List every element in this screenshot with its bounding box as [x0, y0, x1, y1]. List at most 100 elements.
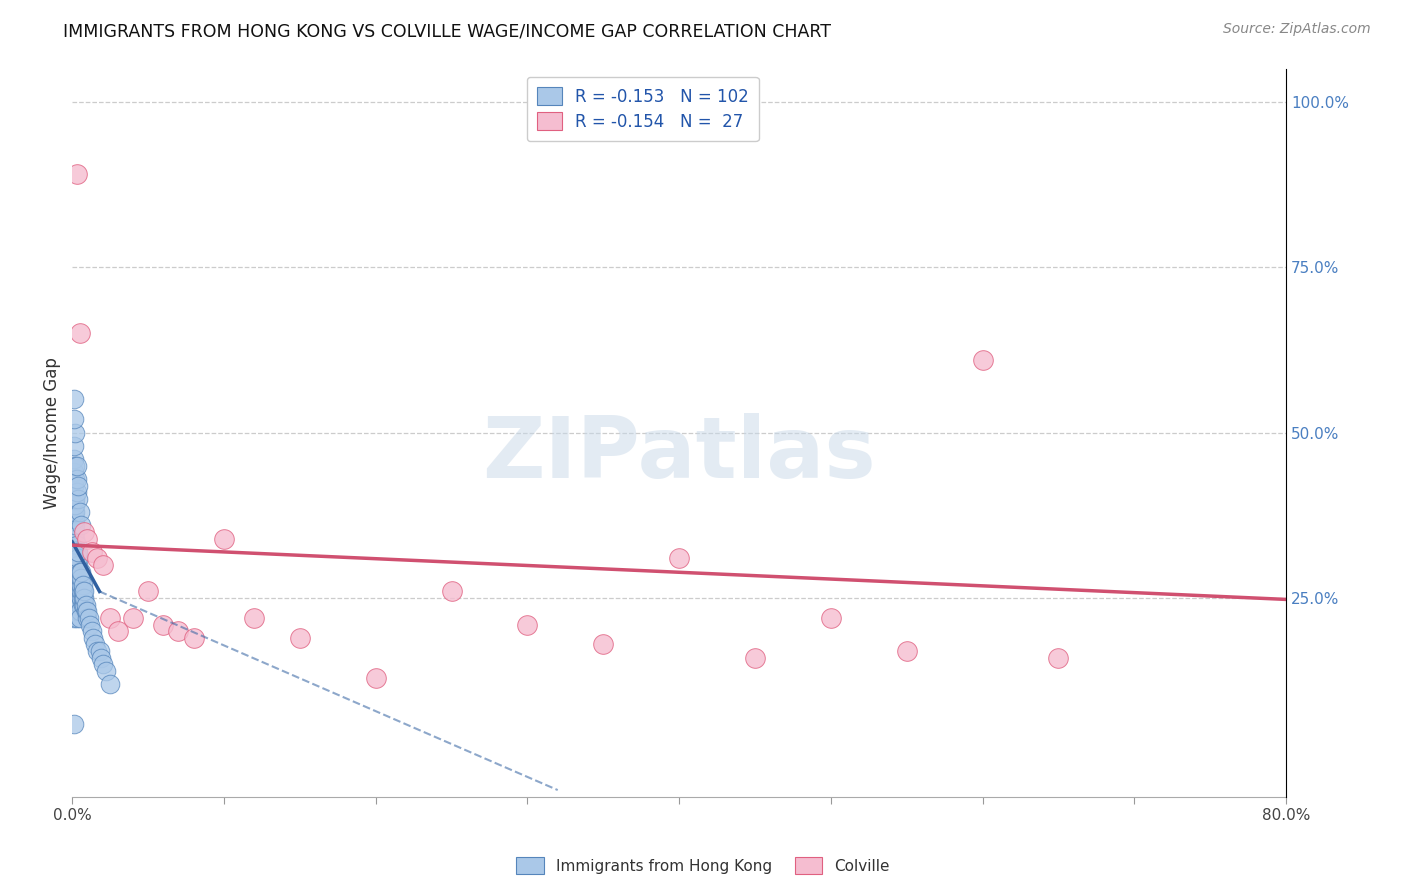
- Point: [69, 598, 91, 612]
- Text: Source: ZipAtlas.com: Source: ZipAtlas.com: [1223, 22, 1371, 37]
- Point: [62, 478, 84, 492]
- Point: [62, 524, 84, 539]
- Point: [212, 532, 235, 546]
- Point: [62, 392, 84, 407]
- Point: [516, 617, 538, 632]
- Point: [66, 565, 89, 579]
- Point: [67, 545, 90, 559]
- Point: [440, 584, 463, 599]
- Point: [65, 458, 87, 473]
- Point: [70, 584, 93, 599]
- Point: [152, 617, 174, 632]
- Point: [77, 611, 100, 625]
- Point: [62, 518, 84, 533]
- Point: [66, 611, 89, 625]
- Point: [592, 637, 614, 651]
- Point: [65, 538, 87, 552]
- Point: [62, 611, 84, 625]
- Point: [62, 532, 84, 546]
- Point: [84, 637, 107, 651]
- Point: [66, 458, 89, 473]
- Point: [66, 604, 89, 618]
- Point: [73, 584, 96, 599]
- Point: [98, 611, 121, 625]
- Point: [62, 412, 84, 426]
- Point: [94, 664, 117, 678]
- Point: [65, 571, 87, 585]
- Point: [72, 591, 94, 606]
- Point: [66, 598, 89, 612]
- Point: [65, 532, 87, 546]
- Point: [183, 631, 205, 645]
- Point: [107, 624, 129, 639]
- Point: [80, 624, 103, 639]
- Point: [66, 571, 89, 585]
- Point: [69, 578, 91, 592]
- Point: [66, 538, 89, 552]
- Point: [65, 491, 87, 506]
- Point: [98, 677, 121, 691]
- Point: [69, 565, 91, 579]
- Point: [167, 624, 190, 639]
- Point: [70, 518, 93, 533]
- Point: [66, 545, 89, 559]
- Point: [86, 551, 108, 566]
- Point: [65, 545, 87, 559]
- Point: [62, 565, 84, 579]
- Point: [69, 584, 91, 599]
- Point: [75, 598, 97, 612]
- Point: [66, 584, 89, 599]
- Point: [67, 578, 90, 592]
- Point: [69, 571, 91, 585]
- Point: [62, 439, 84, 453]
- Point: [122, 611, 145, 625]
- Point: [72, 578, 94, 592]
- Point: [744, 650, 766, 665]
- Point: [65, 505, 87, 519]
- Point: [65, 425, 87, 440]
- Point: [62, 558, 84, 572]
- Point: [65, 551, 87, 566]
- Point: [67, 571, 90, 585]
- Point: [67, 565, 90, 579]
- Point: [90, 650, 112, 665]
- Point: [76, 604, 98, 618]
- Point: [65, 511, 87, 525]
- Point: [65, 578, 87, 592]
- Point: [668, 551, 690, 566]
- Point: [288, 631, 311, 645]
- Point: [62, 578, 84, 592]
- Point: [62, 551, 84, 566]
- Point: [65, 499, 87, 513]
- Point: [82, 631, 104, 645]
- Point: [89, 644, 111, 658]
- Point: [76, 611, 98, 625]
- Point: [67, 558, 90, 572]
- Point: [67, 551, 90, 566]
- Y-axis label: Wage/Income Gap: Wage/Income Gap: [44, 357, 60, 508]
- Point: [69, 326, 91, 341]
- Point: [69, 505, 91, 519]
- Point: [79, 617, 101, 632]
- Point: [75, 604, 97, 618]
- Point: [62, 717, 84, 731]
- Point: [91, 657, 114, 672]
- Point: [62, 545, 84, 559]
- Point: [72, 598, 94, 612]
- Point: [62, 571, 84, 585]
- Point: [896, 644, 918, 658]
- Point: [364, 671, 387, 685]
- Point: [86, 644, 108, 658]
- Point: [243, 611, 266, 625]
- Point: [65, 524, 87, 539]
- Point: [65, 518, 87, 533]
- Point: [73, 591, 96, 606]
- Point: [65, 472, 87, 486]
- Point: [69, 591, 91, 606]
- Point: [66, 591, 89, 606]
- Point: [69, 611, 91, 625]
- Point: [66, 168, 89, 182]
- Point: [136, 584, 159, 599]
- Point: [80, 545, 103, 559]
- Point: [62, 538, 84, 552]
